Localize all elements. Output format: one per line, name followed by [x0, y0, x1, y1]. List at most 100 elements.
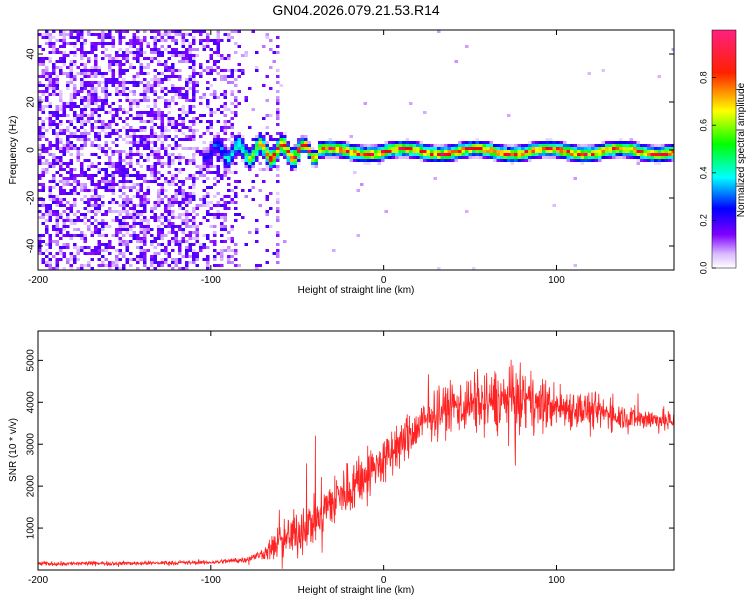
heatmap-cell	[230, 30, 234, 33]
heatmap-cell	[83, 189, 87, 192]
heatmap-cell	[157, 39, 161, 42]
heatmap-cell	[185, 201, 189, 204]
heatmap-cell	[405, 156, 409, 159]
heatmap-cell	[143, 174, 147, 177]
heatmap-cell	[419, 153, 423, 156]
heatmap-cell	[83, 72, 87, 75]
heatmap-cell	[237, 264, 241, 267]
heatmap-cell	[38, 153, 42, 156]
heatmap-cell	[192, 183, 196, 186]
heatmap-cell	[181, 108, 185, 111]
heatmap-cell	[66, 66, 70, 69]
heatmap-cell	[171, 63, 175, 66]
heatmap-cell	[118, 189, 122, 192]
heatmap-cell	[185, 147, 189, 150]
heatmap-cell	[447, 159, 451, 162]
heatmap-cell	[76, 249, 80, 252]
heatmap-cell	[157, 114, 161, 117]
heatmap-cell	[265, 147, 269, 150]
heatmap-cell	[188, 45, 192, 48]
heatmap-cell	[38, 243, 42, 246]
heatmap-cell	[668, 144, 672, 147]
heatmap-cell	[62, 72, 66, 75]
heatmap-cell	[41, 189, 45, 192]
heatmap-cell	[62, 222, 66, 225]
heatmap-cell	[188, 186, 192, 189]
heatmap-cell	[206, 258, 210, 261]
heatmap-cell	[73, 261, 77, 264]
heatmap-cell	[241, 159, 245, 162]
heatmap-cell	[139, 42, 143, 45]
heatmap-cell	[73, 87, 77, 90]
heatmap-cell	[181, 219, 185, 222]
heatmap-cell	[157, 150, 161, 153]
heatmap-cell	[573, 156, 577, 159]
heatmap-cell	[153, 57, 157, 60]
heatmap-cell	[283, 138, 287, 141]
heatmap-cell	[535, 147, 539, 150]
heatmap-cell	[185, 264, 189, 267]
heatmap-cell	[388, 156, 392, 159]
heatmap-cell	[104, 234, 108, 237]
heatmap-cell	[153, 144, 157, 147]
heatmap-cell	[59, 108, 63, 111]
heatmap-cell	[115, 108, 119, 111]
heatmap-cell	[101, 204, 105, 207]
heatmap-cell	[276, 123, 280, 126]
heatmap-cell	[671, 147, 674, 150]
heatmap-cell	[559, 147, 563, 150]
heatmap-cell	[265, 210, 269, 213]
heatmap-cell	[136, 204, 140, 207]
heatmap-cell	[136, 75, 140, 78]
heatmap-cell	[125, 216, 129, 219]
heatmap-cell	[381, 147, 385, 150]
heatmap-cell	[577, 144, 581, 147]
heatmap-cell	[479, 147, 483, 150]
heatmap-cell	[83, 138, 87, 141]
heatmap-cell	[97, 105, 101, 108]
heatmap-cell	[125, 156, 129, 159]
heatmap-cell	[143, 78, 147, 81]
heatmap-cell	[482, 141, 486, 144]
heatmap-cell	[83, 252, 87, 255]
heatmap-cell	[52, 225, 56, 228]
heatmap-cell	[230, 123, 234, 126]
heatmap-cell	[283, 153, 287, 156]
heatmap-cell	[143, 207, 147, 210]
heatmap-cell	[178, 252, 182, 255]
heatmap-cell	[104, 135, 108, 138]
heatmap-cell	[66, 258, 70, 261]
heatmap-cell	[55, 111, 59, 114]
heatmap-cell	[192, 138, 196, 141]
heatmap-cell	[192, 48, 196, 51]
heatmap-cell	[66, 243, 70, 246]
heatmap-cell	[143, 195, 147, 198]
heatmap-cell	[143, 90, 147, 93]
heatmap-cell	[195, 258, 199, 261]
heatmap-cell	[69, 252, 73, 255]
heatmap-cell	[213, 39, 217, 42]
heatmap-cell	[115, 114, 119, 117]
heatmap-cell	[115, 90, 119, 93]
heatmap-cell	[171, 117, 175, 120]
heatmap-cell	[55, 234, 59, 237]
heatmap-cell	[94, 186, 98, 189]
heatmap-cell	[171, 54, 175, 57]
heatmap-cell	[125, 225, 129, 228]
heatmap-cell	[118, 105, 122, 108]
heatmap-cell	[38, 126, 42, 129]
heatmap-cell	[153, 258, 157, 261]
heatmap-cell	[122, 168, 126, 171]
heatmap-cell	[227, 261, 231, 264]
heatmap-cell	[90, 51, 94, 54]
heatmap-cell	[307, 156, 311, 159]
heatmap-cell	[83, 123, 87, 126]
heatmap-cell	[157, 159, 161, 162]
heatmap-cell	[230, 144, 234, 147]
heatmap-cell	[566, 159, 570, 162]
heatmap-cell	[199, 171, 203, 174]
heatmap-cell	[265, 36, 269, 39]
heatmap-cell	[185, 198, 189, 201]
heatmap-cell	[48, 93, 52, 96]
heatmap-cell	[118, 108, 122, 111]
